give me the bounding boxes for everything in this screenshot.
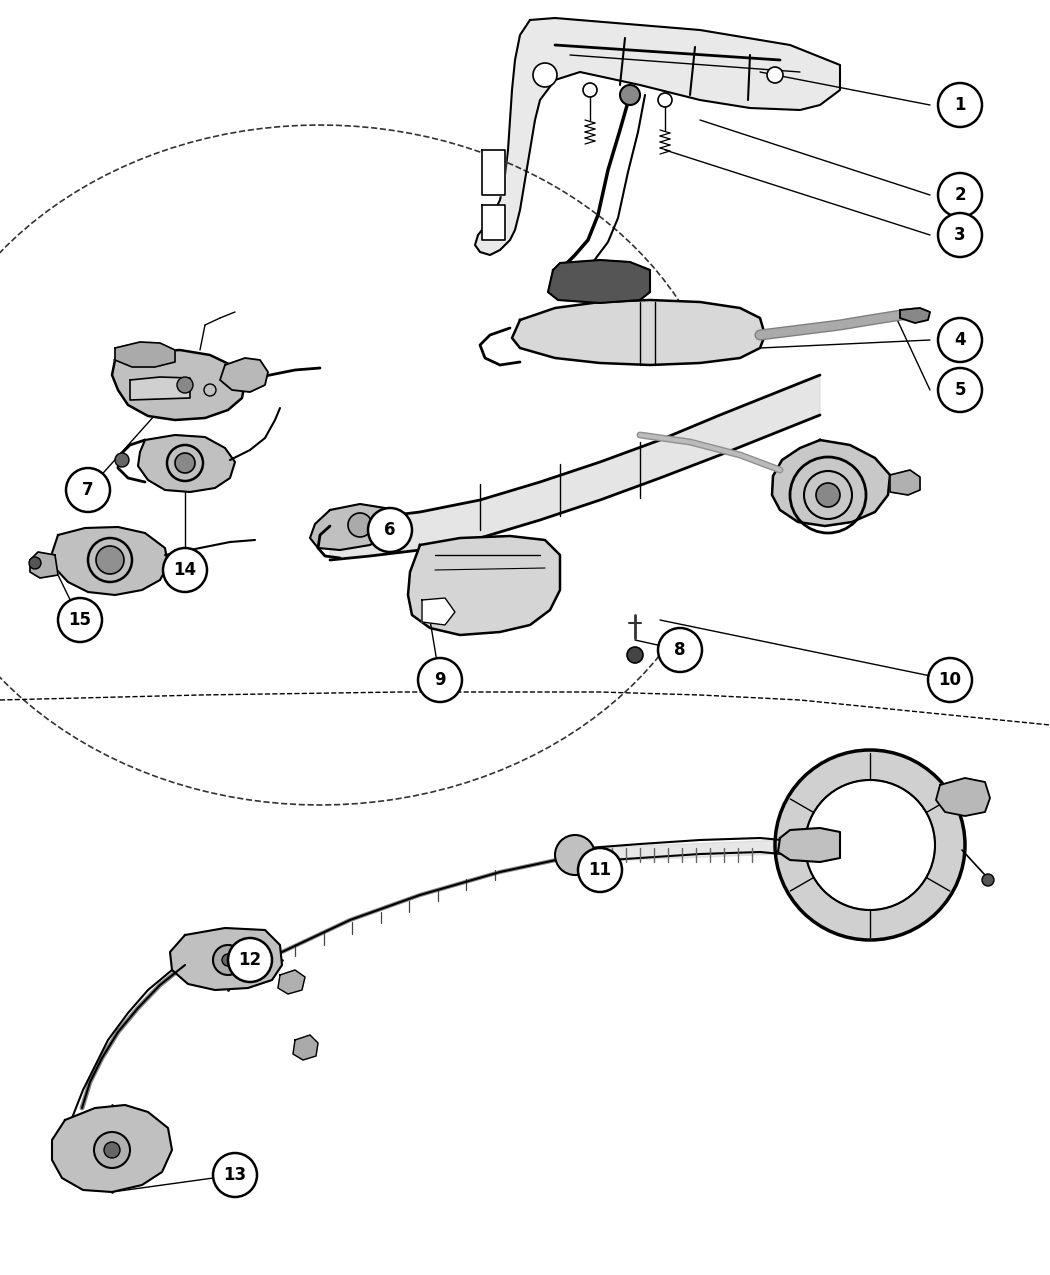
Circle shape xyxy=(66,468,110,513)
Circle shape xyxy=(228,938,272,982)
Circle shape xyxy=(29,557,41,569)
Circle shape xyxy=(982,873,994,886)
Polygon shape xyxy=(278,970,304,994)
Circle shape xyxy=(175,453,195,473)
Circle shape xyxy=(938,173,982,217)
Wedge shape xyxy=(775,750,965,940)
Circle shape xyxy=(938,83,982,128)
Polygon shape xyxy=(330,375,820,560)
Polygon shape xyxy=(548,260,650,303)
Text: 15: 15 xyxy=(68,611,91,629)
Circle shape xyxy=(418,658,462,703)
Circle shape xyxy=(96,546,124,574)
Text: 9: 9 xyxy=(435,671,446,688)
Polygon shape xyxy=(52,527,168,595)
Text: 5: 5 xyxy=(954,381,966,399)
Polygon shape xyxy=(293,1035,318,1060)
Circle shape xyxy=(104,1142,120,1158)
Circle shape xyxy=(627,646,643,663)
Circle shape xyxy=(766,68,783,83)
Circle shape xyxy=(177,377,193,393)
Circle shape xyxy=(213,945,243,975)
Circle shape xyxy=(578,848,622,892)
Text: 12: 12 xyxy=(238,951,261,969)
Polygon shape xyxy=(130,377,190,400)
Polygon shape xyxy=(422,598,455,625)
Circle shape xyxy=(658,629,702,672)
Polygon shape xyxy=(580,840,782,862)
Polygon shape xyxy=(936,778,990,816)
Polygon shape xyxy=(890,470,920,495)
Polygon shape xyxy=(512,300,765,365)
Circle shape xyxy=(116,453,129,467)
Circle shape xyxy=(938,213,982,258)
Circle shape xyxy=(928,658,972,703)
Text: 13: 13 xyxy=(224,1167,247,1184)
Polygon shape xyxy=(310,504,395,550)
Circle shape xyxy=(938,317,982,362)
Polygon shape xyxy=(475,18,840,255)
Circle shape xyxy=(533,62,556,87)
Polygon shape xyxy=(30,552,58,578)
Circle shape xyxy=(938,368,982,412)
Text: 7: 7 xyxy=(82,481,93,499)
Text: 8: 8 xyxy=(674,641,686,659)
Circle shape xyxy=(213,1153,257,1197)
Circle shape xyxy=(163,548,207,592)
Polygon shape xyxy=(170,928,282,989)
Polygon shape xyxy=(482,150,505,195)
Circle shape xyxy=(816,483,840,507)
Circle shape xyxy=(620,85,640,105)
Text: 3: 3 xyxy=(954,226,966,244)
Polygon shape xyxy=(482,205,505,240)
Circle shape xyxy=(94,1132,130,1168)
Text: 14: 14 xyxy=(173,561,196,579)
Text: 10: 10 xyxy=(939,671,962,688)
Polygon shape xyxy=(408,536,560,635)
Polygon shape xyxy=(52,1105,172,1192)
Polygon shape xyxy=(112,351,245,419)
Polygon shape xyxy=(116,342,175,367)
Polygon shape xyxy=(778,827,840,862)
Text: 6: 6 xyxy=(384,521,396,539)
Polygon shape xyxy=(772,440,890,527)
Text: 11: 11 xyxy=(588,861,611,878)
Polygon shape xyxy=(900,309,930,323)
Circle shape xyxy=(368,507,412,552)
Circle shape xyxy=(222,954,234,966)
Circle shape xyxy=(348,513,372,537)
Polygon shape xyxy=(138,435,235,492)
Text: 2: 2 xyxy=(954,186,966,204)
Circle shape xyxy=(58,598,102,643)
Polygon shape xyxy=(220,358,268,391)
Circle shape xyxy=(555,835,595,875)
Text: 1: 1 xyxy=(954,96,966,113)
Text: 4: 4 xyxy=(954,332,966,349)
